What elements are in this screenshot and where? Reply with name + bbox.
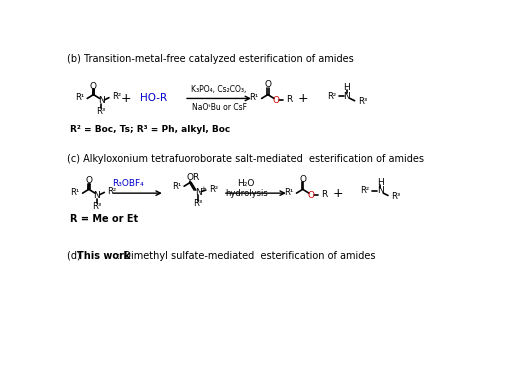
Text: R₃OBF₄: R₃OBF₄: [112, 179, 143, 189]
Text: K₃PO₄, Cs₂CO₃,: K₃PO₄, Cs₂CO₃,: [191, 85, 247, 94]
Text: +: +: [332, 187, 343, 200]
Text: (c) Alkyloxonium tetrafuoroborate salt-mediated  esterification of amides: (c) Alkyloxonium tetrafuoroborate salt-m…: [67, 154, 424, 164]
Text: R: R: [286, 96, 293, 104]
Text: N: N: [377, 186, 383, 195]
Text: R²: R²: [112, 93, 121, 101]
Text: R¹: R¹: [284, 188, 293, 197]
Text: HO-R: HO-R: [140, 93, 167, 103]
Text: N: N: [93, 191, 100, 200]
Text: R³: R³: [92, 202, 101, 211]
Text: R²: R²: [327, 92, 336, 101]
Text: O: O: [90, 82, 97, 91]
Text: R³: R³: [391, 192, 400, 201]
Text: : Dimethyl sulfate-mediated  esterification of amides: : Dimethyl sulfate-mediated esterificati…: [117, 251, 376, 261]
Text: R³: R³: [97, 107, 106, 116]
Text: R²: R²: [108, 187, 117, 196]
Text: R¹: R¹: [172, 182, 181, 192]
Text: O: O: [86, 176, 92, 185]
Text: R² = Boc, Ts; R³ = Ph, alkyl, Boc: R² = Boc, Ts; R³ = Ph, alkyl, Boc: [70, 125, 230, 134]
Text: O: O: [273, 96, 280, 105]
Text: R = Me or Et: R = Me or Et: [70, 214, 138, 223]
Text: R³: R³: [194, 199, 203, 209]
Text: H: H: [344, 83, 350, 92]
Text: R¹: R¹: [75, 93, 84, 102]
Text: +: +: [121, 92, 131, 105]
Text: R¹: R¹: [249, 93, 259, 102]
Text: O: O: [264, 80, 271, 89]
Text: H: H: [377, 178, 383, 187]
Text: R²: R²: [209, 185, 218, 194]
Text: OR: OR: [187, 173, 200, 182]
Text: R³: R³: [358, 97, 367, 106]
Text: R: R: [322, 190, 328, 199]
Text: This work: This work: [77, 251, 131, 261]
Text: R¹: R¹: [70, 188, 79, 197]
Text: +: +: [201, 185, 206, 192]
Text: H₂O: H₂O: [238, 179, 255, 189]
Text: +: +: [297, 92, 308, 105]
Text: (d): (d): [67, 251, 84, 261]
Text: hydrolysis: hydrolysis: [225, 189, 267, 198]
Text: O: O: [299, 175, 306, 184]
Text: N: N: [98, 96, 104, 105]
Text: NaOᵗBu or CsF: NaOᵗBu or CsF: [191, 103, 246, 112]
Text: (b) Transition-metal-free catalyzed esterification of amides: (b) Transition-metal-free catalyzed este…: [67, 54, 354, 64]
Text: N: N: [344, 92, 350, 101]
Text: R²: R²: [360, 186, 369, 195]
Text: O: O: [308, 191, 315, 200]
Text: N: N: [195, 188, 201, 197]
